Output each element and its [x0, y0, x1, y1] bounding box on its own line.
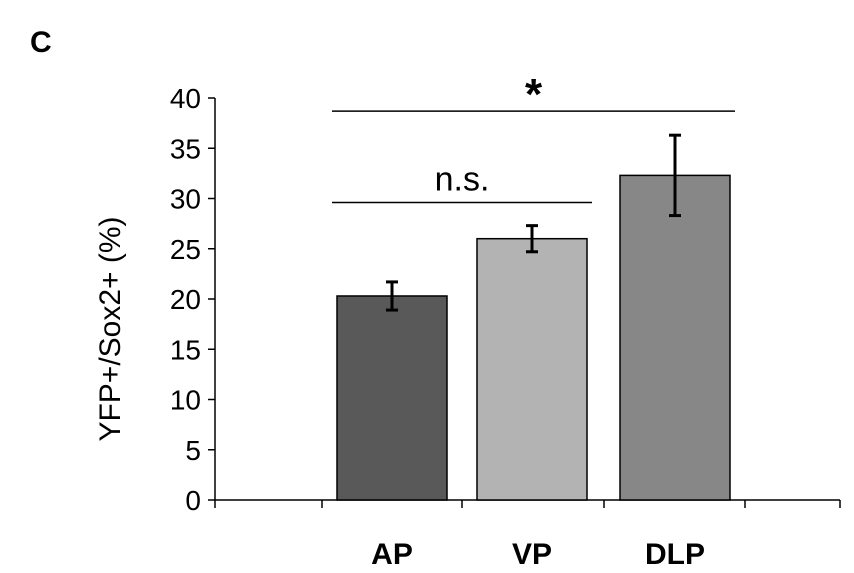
bar-vp [476, 237, 588, 501]
y-tick-label: 35 [170, 133, 201, 164]
x-tick-label-vp: VP [512, 538, 552, 571]
y-tick-label: 0 [185, 485, 201, 516]
bars [336, 174, 731, 501]
y-tick-label: 40 [170, 83, 201, 114]
y-tick-label: 30 [170, 184, 201, 215]
y-tick-label: 15 [170, 334, 201, 365]
significance-ns: n.s. [435, 161, 490, 199]
x-tick-label-ap: AP [371, 538, 413, 571]
x-tick-label-dlp: DLP [645, 538, 705, 571]
y-axis-label: YFP+/Sox2+ (%) [94, 216, 127, 441]
bar-ap [336, 295, 448, 501]
x-axis: AP VP DLP [214, 499, 841, 571]
significance-annotations: n.s. * [332, 70, 735, 204]
bar-dlp [619, 174, 731, 501]
y-tick-label: 25 [170, 234, 201, 265]
panel-label: C [30, 26, 52, 59]
y-axis: 0 5 10 15 20 25 30 35 40 [170, 83, 216, 516]
significance-star: * [525, 70, 543, 119]
y-tick-label: 20 [170, 284, 201, 315]
y-tick-label: 10 [170, 385, 201, 416]
error-bars [386, 133, 681, 312]
y-tick-label: 5 [185, 435, 201, 466]
